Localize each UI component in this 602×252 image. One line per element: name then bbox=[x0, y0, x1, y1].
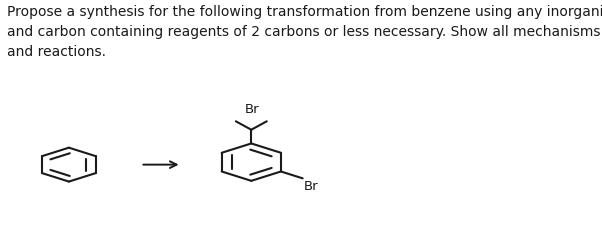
Text: Br: Br bbox=[304, 180, 318, 193]
Text: Propose a synthesis for the following transformation from benzene using any inor: Propose a synthesis for the following tr… bbox=[7, 5, 602, 59]
Text: Br: Br bbox=[245, 103, 259, 116]
